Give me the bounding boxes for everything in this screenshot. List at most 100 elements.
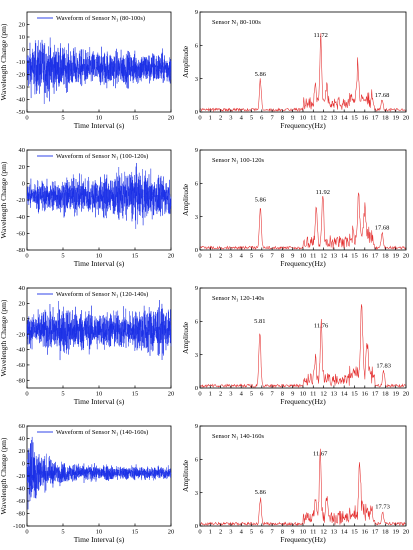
- x-tick-label: 16: [362, 253, 369, 260]
- peak-label-1: 5.86: [255, 489, 267, 496]
- x-tick-label: 15: [132, 253, 139, 260]
- x-tick-label: 10: [96, 115, 103, 122]
- x-tick-label: 8: [281, 115, 284, 122]
- spectrum-series-line: [200, 448, 406, 526]
- x-tick-label: 17: [372, 253, 379, 260]
- y-tick-label: 0: [22, 461, 25, 468]
- x-tick-label: 15: [132, 115, 139, 122]
- x-tick-label: 11: [310, 253, 316, 260]
- y-tick-label: 20: [19, 301, 26, 308]
- y-tick-label: 9: [195, 9, 198, 16]
- waveform-series-line: [26, 162, 172, 229]
- x-tick-label: 6: [260, 391, 264, 398]
- y-tick-label: 0: [195, 109, 198, 116]
- y-tick-label: 20: [19, 164, 26, 171]
- x-tick-label: 13: [331, 391, 338, 398]
- peak-label-3: 17.68: [375, 92, 390, 99]
- x-tick-label: 5: [250, 115, 253, 122]
- peak-label-2: 11.92: [316, 189, 330, 196]
- x-tick-label: 15: [132, 391, 139, 398]
- x-tick-label: 20: [403, 529, 410, 536]
- y-axis-title: Wavelength Change (pm): [0, 437, 8, 514]
- y-tick-label: -60: [16, 231, 25, 238]
- y-tick-label: 0: [195, 247, 198, 254]
- plot-frame: [199, 149, 407, 251]
- peak-label-1: 5.86: [255, 197, 267, 204]
- x-tick-label: 20: [168, 529, 175, 536]
- x-tick-label: 17: [372, 115, 379, 122]
- legend-label: Sensor N1 80-100s: [212, 19, 261, 27]
- y-tick-label: -80: [16, 511, 25, 518]
- y-tick-label: -10: [16, 59, 25, 66]
- x-tick-label: 19: [392, 391, 399, 398]
- x-tick-label: 7: [270, 391, 274, 398]
- y-tick-label: -30: [16, 84, 25, 91]
- y-axis-title: Wavelength Change (pm): [0, 299, 8, 376]
- x-tick-label: 13: [331, 253, 338, 260]
- y-tick-label: -40: [16, 214, 25, 221]
- peak-label-3: 17.83: [376, 362, 391, 369]
- legend-label: Sensor N1 120-140s: [212, 295, 265, 303]
- y-tick-label: 3: [195, 76, 198, 83]
- x-tick-label: 10: [96, 391, 103, 398]
- x-tick-label: 1: [209, 529, 212, 536]
- plot-frame: [199, 287, 407, 389]
- x-tick-label: 10: [300, 529, 307, 536]
- x-axis-title: Frequency(Hz): [280, 121, 326, 130]
- x-tick-label: 7: [270, 115, 274, 122]
- x-tick-label: 0: [25, 115, 28, 122]
- peak-label-3: 17.73: [375, 504, 390, 511]
- x-tick-label: 20: [168, 391, 175, 398]
- x-tick-label: 4: [240, 529, 244, 536]
- x-tick-label: 20: [403, 253, 410, 260]
- spectrum-series-line: [200, 192, 406, 250]
- peak-label-2: 11.72: [314, 32, 328, 39]
- x-tick-label: 17: [372, 391, 379, 398]
- y-tick-label: -50: [16, 109, 25, 116]
- y-tick-label: 0: [22, 47, 25, 54]
- legend-label: Waveform of Sensor N1 (100-120s): [56, 153, 148, 161]
- x-tick-label: 9: [291, 115, 294, 122]
- waveform-chart-2: 0 5 10 15 20 -80 -60 -40 -20 0 20 40 Time Interval (…: [0, 147, 174, 268]
- y-tick-label: 60: [19, 423, 26, 430]
- peak-label-2: 11.67: [313, 450, 328, 457]
- x-tick-label: 3: [229, 115, 232, 122]
- y-tick-label: -20: [16, 331, 25, 338]
- x-tick-label: 5: [61, 529, 64, 536]
- x-tick-label: 16: [362, 391, 369, 398]
- y-tick-label: -100: [13, 523, 25, 530]
- x-tick-label: 2: [219, 391, 222, 398]
- peak-label-1: 5.86: [255, 71, 267, 78]
- x-tick-label: 16: [362, 529, 369, 536]
- y-tick-label: -20: [16, 473, 25, 480]
- x-axis-title: Frequency(Hz): [280, 535, 326, 544]
- y-tick-label: 6: [195, 181, 199, 188]
- x-tick-label: 9: [291, 253, 294, 260]
- x-tick-label: 20: [168, 253, 175, 260]
- x-tick-label: 8: [281, 253, 284, 260]
- spectrum-series-line: [200, 304, 406, 389]
- x-tick-label: 0: [25, 391, 28, 398]
- x-tick-label: 6: [260, 529, 264, 536]
- x-tick-label: 18: [382, 391, 389, 398]
- x-tick-label: 11: [310, 115, 316, 122]
- x-tick-label: 20: [168, 115, 175, 122]
- y-axis-title: Wavelength Change (pm): [0, 23, 8, 100]
- x-tick-label: 10: [96, 529, 103, 536]
- y-tick-label: 40: [19, 285, 26, 292]
- x-tick-label: 14: [341, 391, 348, 398]
- x-tick-label: 13: [331, 115, 338, 122]
- x-tick-label: 11: [310, 529, 316, 536]
- x-tick-label: 5: [61, 391, 64, 398]
- x-tick-label: 15: [132, 529, 139, 536]
- y-tick-label: 40: [19, 436, 26, 443]
- y-tick-label: 40: [19, 147, 26, 154]
- y-tick-label: 9: [195, 147, 198, 154]
- x-tick-label: 4: [240, 115, 244, 122]
- x-tick-label: 10: [300, 253, 307, 260]
- x-tick-label: 12: [320, 253, 327, 260]
